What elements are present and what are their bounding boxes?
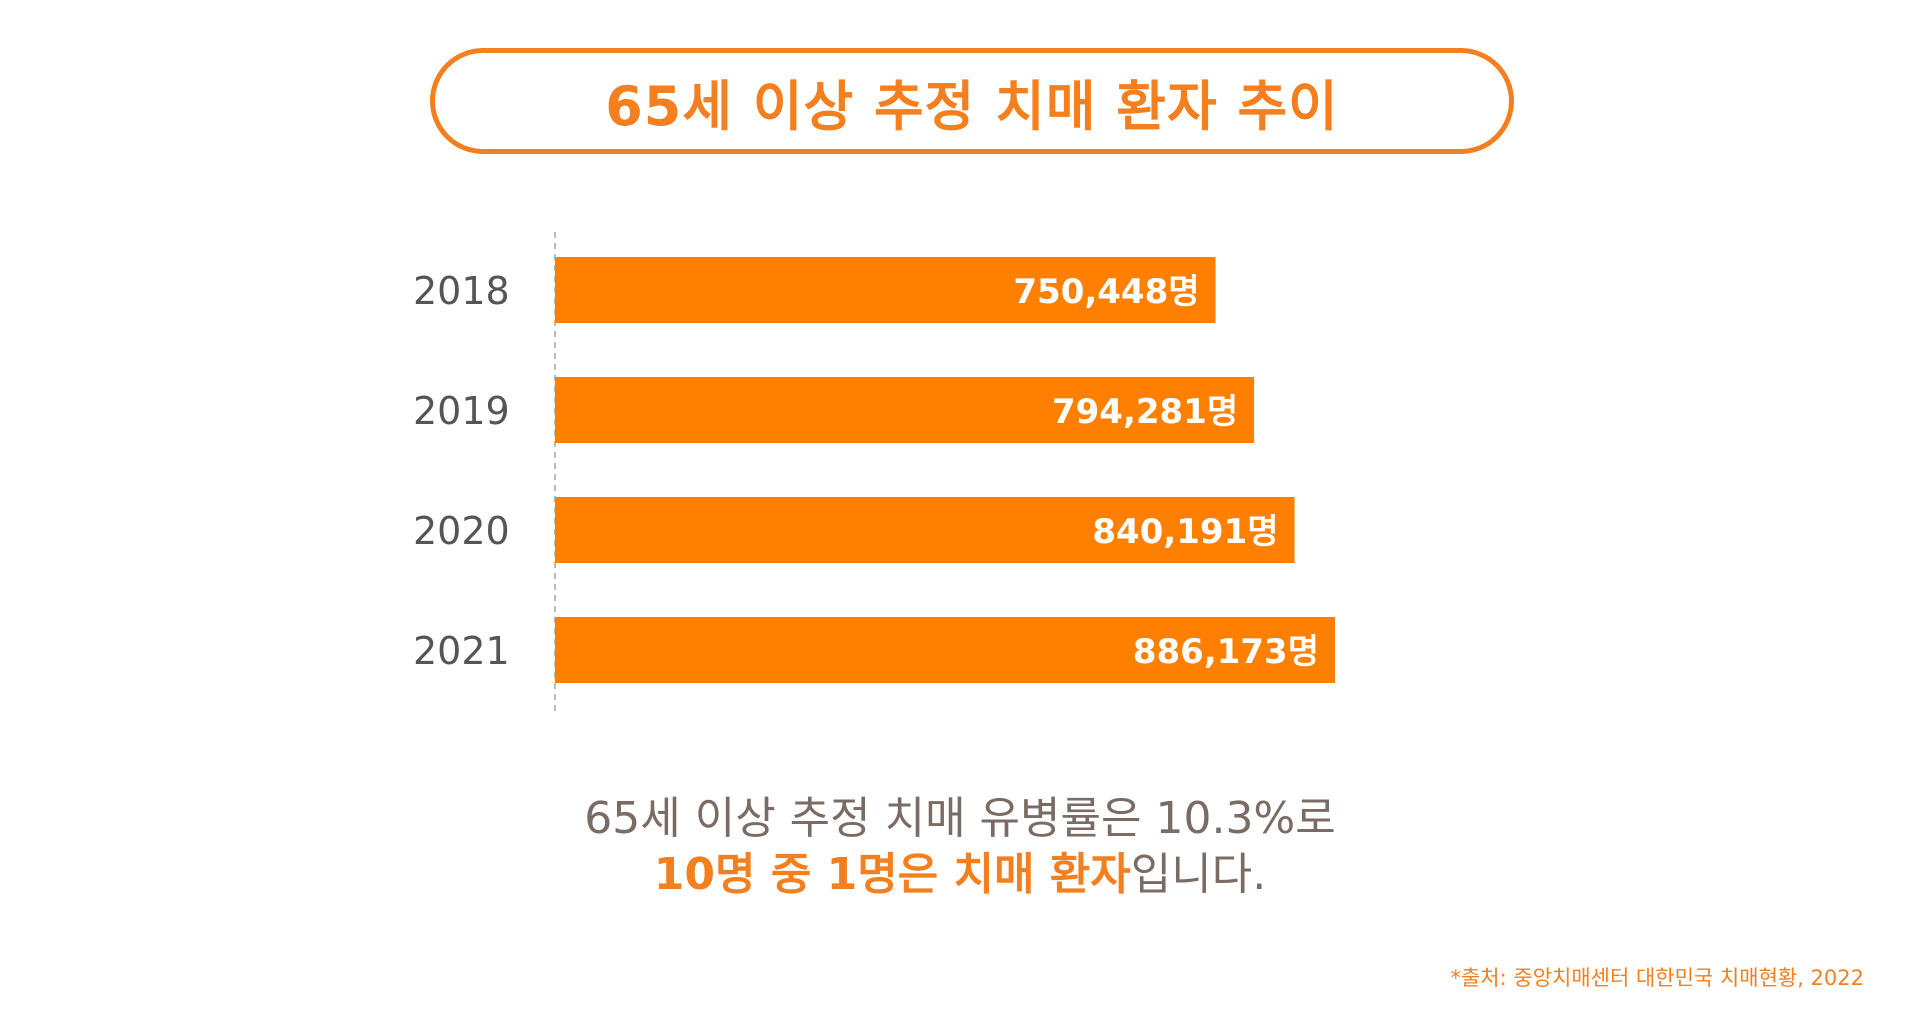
summary-line-1: 65세 이상 추정 치매 유병률은 10.3%로: [584, 793, 1336, 844]
chart-title: 65세 이상 추정 치매 환자 추이: [605, 74, 1339, 138]
y-tick-label-2020: 2020: [413, 509, 510, 553]
y-tick-label-2021: 2021: [413, 629, 510, 673]
title-pill: 65세 이상 추정 치매 환자 추이: [430, 48, 1514, 154]
bar-2021: [555, 617, 1335, 683]
summary-line-2-rest: 입니다.: [1130, 849, 1267, 900]
data-label-2019: 794,281명: [1052, 392, 1238, 432]
source-note: *출처: 중앙치매센터 대한민국 치매현황, 2022: [1450, 966, 1864, 990]
summary-line-2: 10명 중 1명은 치매 환자입니다.: [0, 838, 1920, 902]
bar-2018: [555, 257, 1216, 323]
data-label-2018: 750,448명: [1013, 272, 1199, 312]
data-label-2021: 886,173명: [1133, 632, 1319, 672]
summary-highlight: 10명 중 1명은 치매 환자: [653, 849, 1131, 900]
bar-chart: 2018 750,448명 2019 794,281명 2020 840,191명 2021…: [413, 232, 1335, 712]
data-label-2020: 840,191명: [1092, 512, 1278, 552]
bar-2020: [555, 497, 1295, 563]
bars-group: 2018 750,448명 2019 794,281명 2020 840,191명 2021…: [413, 257, 1335, 683]
bar-2019: [555, 377, 1255, 443]
y-tick-label-2018: 2018: [413, 269, 510, 313]
y-tick-label-2019: 2019: [413, 389, 510, 433]
